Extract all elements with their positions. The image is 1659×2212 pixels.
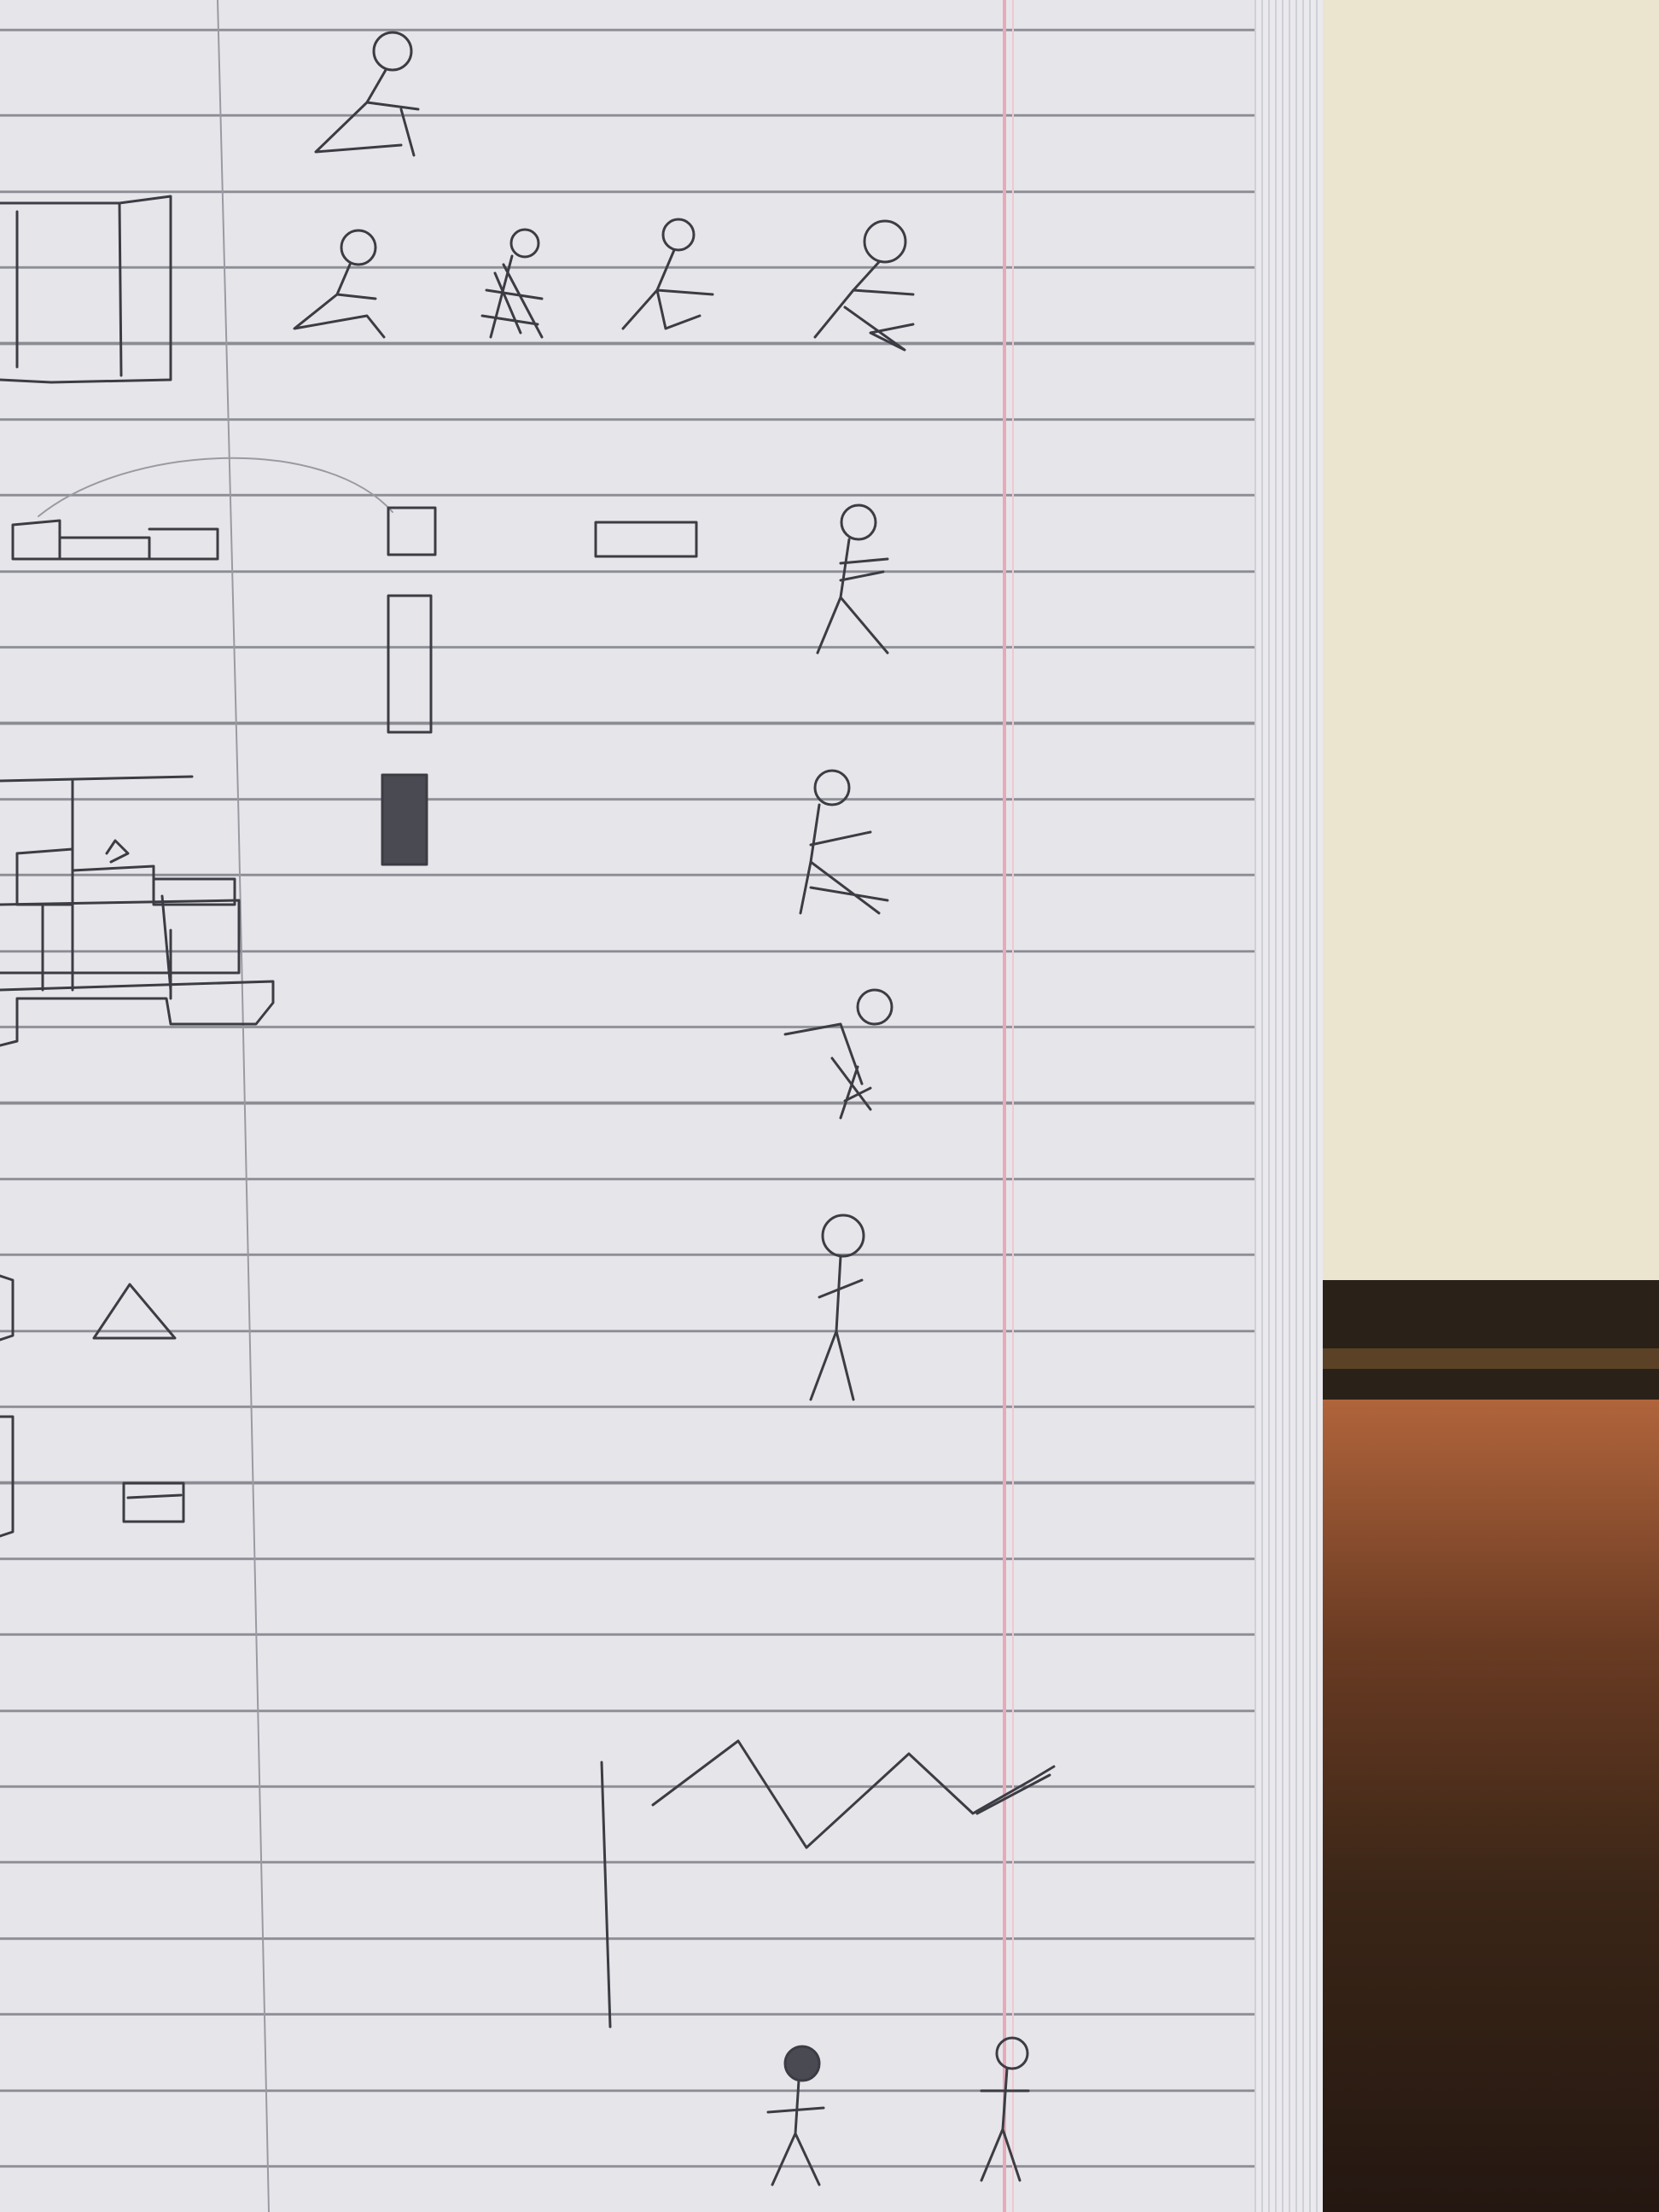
sketch-structure-left [0, 775, 275, 1047]
stick-figure-column [783, 504, 894, 1401]
sketch-zigzag [600, 1739, 1056, 2029]
wooden-shelf [1314, 1280, 1659, 1400]
margin-line [1003, 0, 1006, 2212]
background-floor [1314, 1400, 1659, 2212]
stick-figure-row [293, 218, 915, 352]
background-wall [1306, 0, 1659, 1289]
sketch-shapes-lower-left [0, 1274, 185, 1538]
margin-line-shadow [1012, 0, 1014, 2212]
stick-figure-top [314, 31, 420, 157]
vertical-guide-line [217, 0, 270, 2212]
notebook-page [0, 0, 1254, 2212]
platform-row [11, 457, 698, 866]
shelf-worn-edge [1314, 1348, 1659, 1369]
stick-figure-bottom-pair [766, 2036, 1030, 2186]
sketch-box-top-left [0, 195, 172, 384]
